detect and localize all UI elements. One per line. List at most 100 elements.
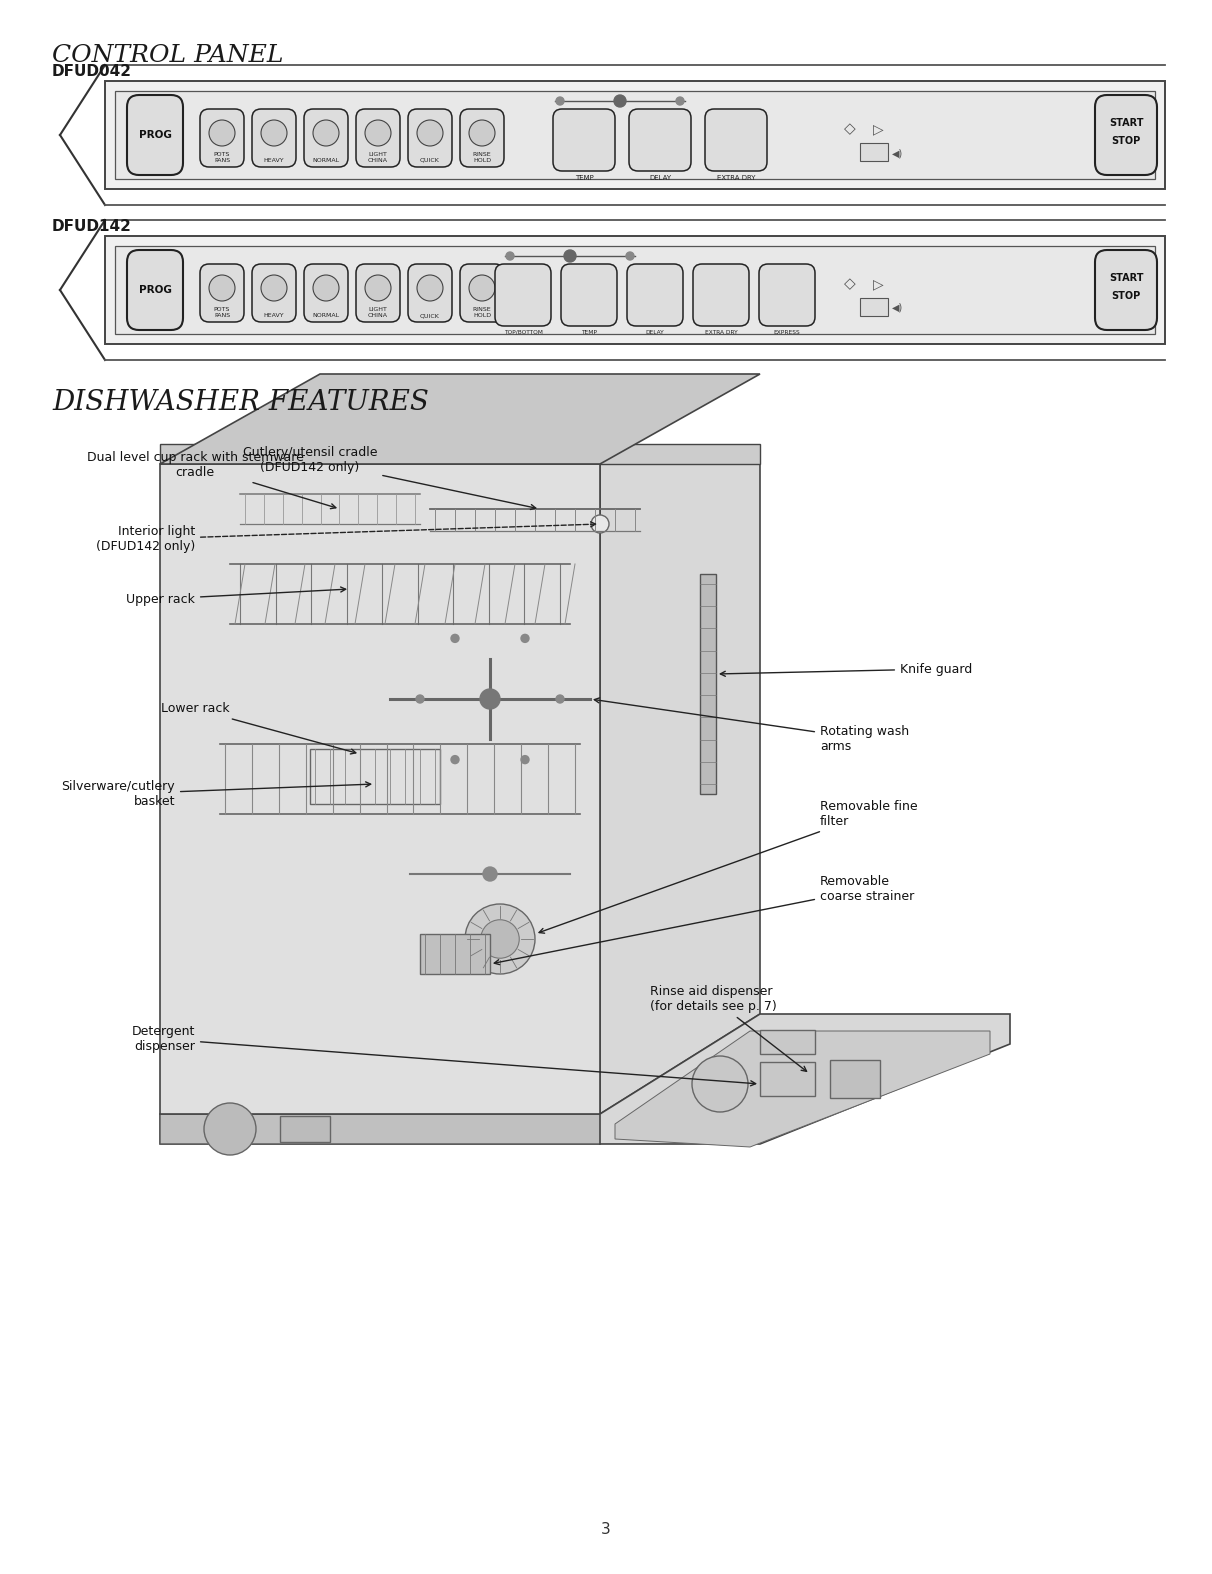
FancyBboxPatch shape xyxy=(127,94,183,175)
Text: STOP: STOP xyxy=(1111,135,1140,146)
Text: Cutlery/utensil cradle
(DFUD142 only): Cutlery/utensil cradle (DFUD142 only) xyxy=(242,445,536,510)
Bar xyxy=(861,143,888,161)
FancyBboxPatch shape xyxy=(693,264,749,326)
Bar xyxy=(421,933,490,974)
Circle shape xyxy=(465,903,534,974)
Circle shape xyxy=(208,120,235,146)
Text: PROG: PROG xyxy=(138,285,171,294)
Circle shape xyxy=(556,696,564,704)
Text: Knife guard: Knife guard xyxy=(720,663,972,677)
Circle shape xyxy=(614,94,627,107)
Text: DELAY: DELAY xyxy=(648,175,671,181)
Text: 3: 3 xyxy=(601,1522,611,1536)
FancyBboxPatch shape xyxy=(705,109,767,172)
Bar xyxy=(310,749,440,804)
Circle shape xyxy=(469,120,494,146)
FancyBboxPatch shape xyxy=(561,264,617,326)
FancyBboxPatch shape xyxy=(200,109,244,167)
FancyBboxPatch shape xyxy=(252,109,296,167)
Text: Rotating wash
arms: Rotating wash arms xyxy=(594,697,909,752)
Text: NORMAL: NORMAL xyxy=(313,157,339,164)
Text: Silverware/cutlery
basket: Silverware/cutlery basket xyxy=(62,781,371,807)
Text: ◇: ◇ xyxy=(844,277,856,291)
Circle shape xyxy=(451,756,459,763)
Circle shape xyxy=(204,1103,256,1155)
FancyBboxPatch shape xyxy=(356,264,400,323)
Bar xyxy=(105,80,1165,189)
FancyBboxPatch shape xyxy=(200,264,244,323)
FancyBboxPatch shape xyxy=(127,250,183,331)
Text: TEMP: TEMP xyxy=(574,175,594,181)
Circle shape xyxy=(484,867,497,881)
Text: EXPRESS: EXPRESS xyxy=(773,331,800,335)
Text: RINSE
HOLD: RINSE HOLD xyxy=(473,153,491,164)
Circle shape xyxy=(451,634,459,642)
Polygon shape xyxy=(160,464,600,1114)
Text: POTS
PANS: POTS PANS xyxy=(213,307,230,318)
Circle shape xyxy=(416,696,424,704)
Polygon shape xyxy=(614,1031,990,1147)
Text: Removable fine
filter: Removable fine filter xyxy=(539,800,917,933)
Text: HEAVY: HEAVY xyxy=(264,157,285,164)
Text: PROG: PROG xyxy=(138,131,171,140)
Circle shape xyxy=(676,98,684,105)
FancyBboxPatch shape xyxy=(461,109,504,167)
Text: START: START xyxy=(1109,272,1143,283)
FancyBboxPatch shape xyxy=(627,264,684,326)
FancyBboxPatch shape xyxy=(304,264,348,323)
Text: RINSE
HOLD: RINSE HOLD xyxy=(473,307,491,318)
FancyBboxPatch shape xyxy=(759,264,814,326)
Circle shape xyxy=(521,634,528,642)
Text: DFUD042: DFUD042 xyxy=(52,65,132,79)
Circle shape xyxy=(365,120,391,146)
FancyBboxPatch shape xyxy=(408,264,452,323)
Bar xyxy=(760,1062,814,1096)
Text: ◀): ◀) xyxy=(892,304,904,313)
Circle shape xyxy=(692,1056,748,1111)
Bar xyxy=(115,246,1155,334)
Bar xyxy=(115,91,1155,179)
Text: HEAVY: HEAVY xyxy=(264,313,285,318)
Text: START: START xyxy=(1109,118,1143,127)
FancyBboxPatch shape xyxy=(408,109,452,167)
Bar xyxy=(760,1029,814,1055)
Text: EXTRA DRY: EXTRA DRY xyxy=(704,331,737,335)
Text: DISHWASHER FEATURES: DISHWASHER FEATURES xyxy=(52,389,429,416)
Polygon shape xyxy=(160,1114,600,1144)
Text: LIGHT
CHINA: LIGHT CHINA xyxy=(368,153,388,164)
Text: STOP: STOP xyxy=(1111,291,1140,301)
Text: Lower rack: Lower rack xyxy=(161,702,356,754)
Text: ▷: ▷ xyxy=(873,123,884,135)
Text: CONTROL PANEL: CONTROL PANEL xyxy=(52,44,284,68)
Text: Removable
coarse strainer: Removable coarse strainer xyxy=(494,875,914,965)
FancyBboxPatch shape xyxy=(629,109,691,172)
Polygon shape xyxy=(600,464,760,1114)
Circle shape xyxy=(591,515,608,534)
Bar xyxy=(280,1116,330,1143)
Text: QUICK: QUICK xyxy=(421,157,440,164)
Circle shape xyxy=(564,250,576,261)
FancyBboxPatch shape xyxy=(356,109,400,167)
Polygon shape xyxy=(160,1014,760,1144)
Circle shape xyxy=(521,756,528,763)
Polygon shape xyxy=(160,375,760,464)
Circle shape xyxy=(505,252,514,260)
Polygon shape xyxy=(160,444,760,464)
Text: Detergent
dispenser: Detergent dispenser xyxy=(132,1025,755,1086)
Text: NORMAL: NORMAL xyxy=(313,313,339,318)
FancyBboxPatch shape xyxy=(252,264,296,323)
Text: POTS
PANS: POTS PANS xyxy=(213,153,230,164)
Circle shape xyxy=(417,120,444,146)
Polygon shape xyxy=(600,1014,1010,1144)
Text: LIGHT
CHINA: LIGHT CHINA xyxy=(368,307,388,318)
Text: ◀): ◀) xyxy=(892,148,904,157)
FancyBboxPatch shape xyxy=(1094,250,1157,331)
FancyBboxPatch shape xyxy=(553,109,614,172)
Text: EXTRA DRY: EXTRA DRY xyxy=(716,175,755,181)
Circle shape xyxy=(480,689,501,708)
Text: Dual level cup rack with stemware
cradle: Dual level cup rack with stemware cradle xyxy=(86,452,336,508)
Text: DELAY: DELAY xyxy=(646,331,664,335)
Bar xyxy=(830,1059,880,1099)
Bar xyxy=(701,575,716,793)
Circle shape xyxy=(627,252,634,260)
